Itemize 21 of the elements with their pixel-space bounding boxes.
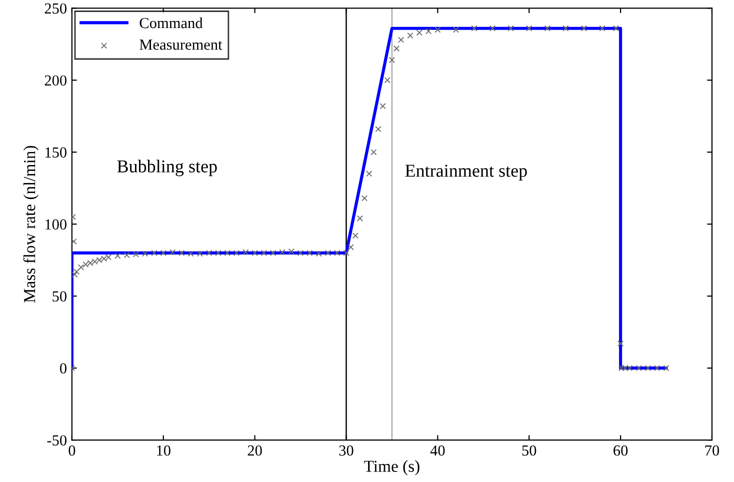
y-tick-label: 0	[60, 363, 66, 374]
y-tick-label: 250	[44, 3, 66, 14]
x-axis-title: Time (s)	[364, 460, 420, 476]
y-axis-title: Mass flow rate (nl/min)	[23, 146, 39, 303]
annotation: Bubbling step	[117, 160, 217, 176]
x-tick-label: 30	[339, 445, 354, 456]
x-tick-label: 40	[430, 445, 445, 456]
annotation: Entrainment step	[405, 164, 527, 180]
x-tick-label: 20	[248, 445, 262, 456]
x-tick-label: 0	[68, 445, 76, 456]
y-tick-label: 200	[44, 75, 66, 86]
x-tick-label: 70	[705, 445, 720, 456]
legend-label: Command	[140, 17, 203, 28]
y-tick-label: 50	[52, 291, 66, 302]
y-tick-label: 100	[46, 219, 66, 230]
x-tick-label: 50	[522, 445, 536, 456]
y-tick-label: 150	[46, 147, 66, 158]
legend-label: Measurement	[140, 40, 222, 50]
y-tick-label: -50	[47, 435, 66, 446]
x-tick-label: 60	[614, 445, 628, 456]
x-tick-label: 10	[157, 445, 170, 456]
